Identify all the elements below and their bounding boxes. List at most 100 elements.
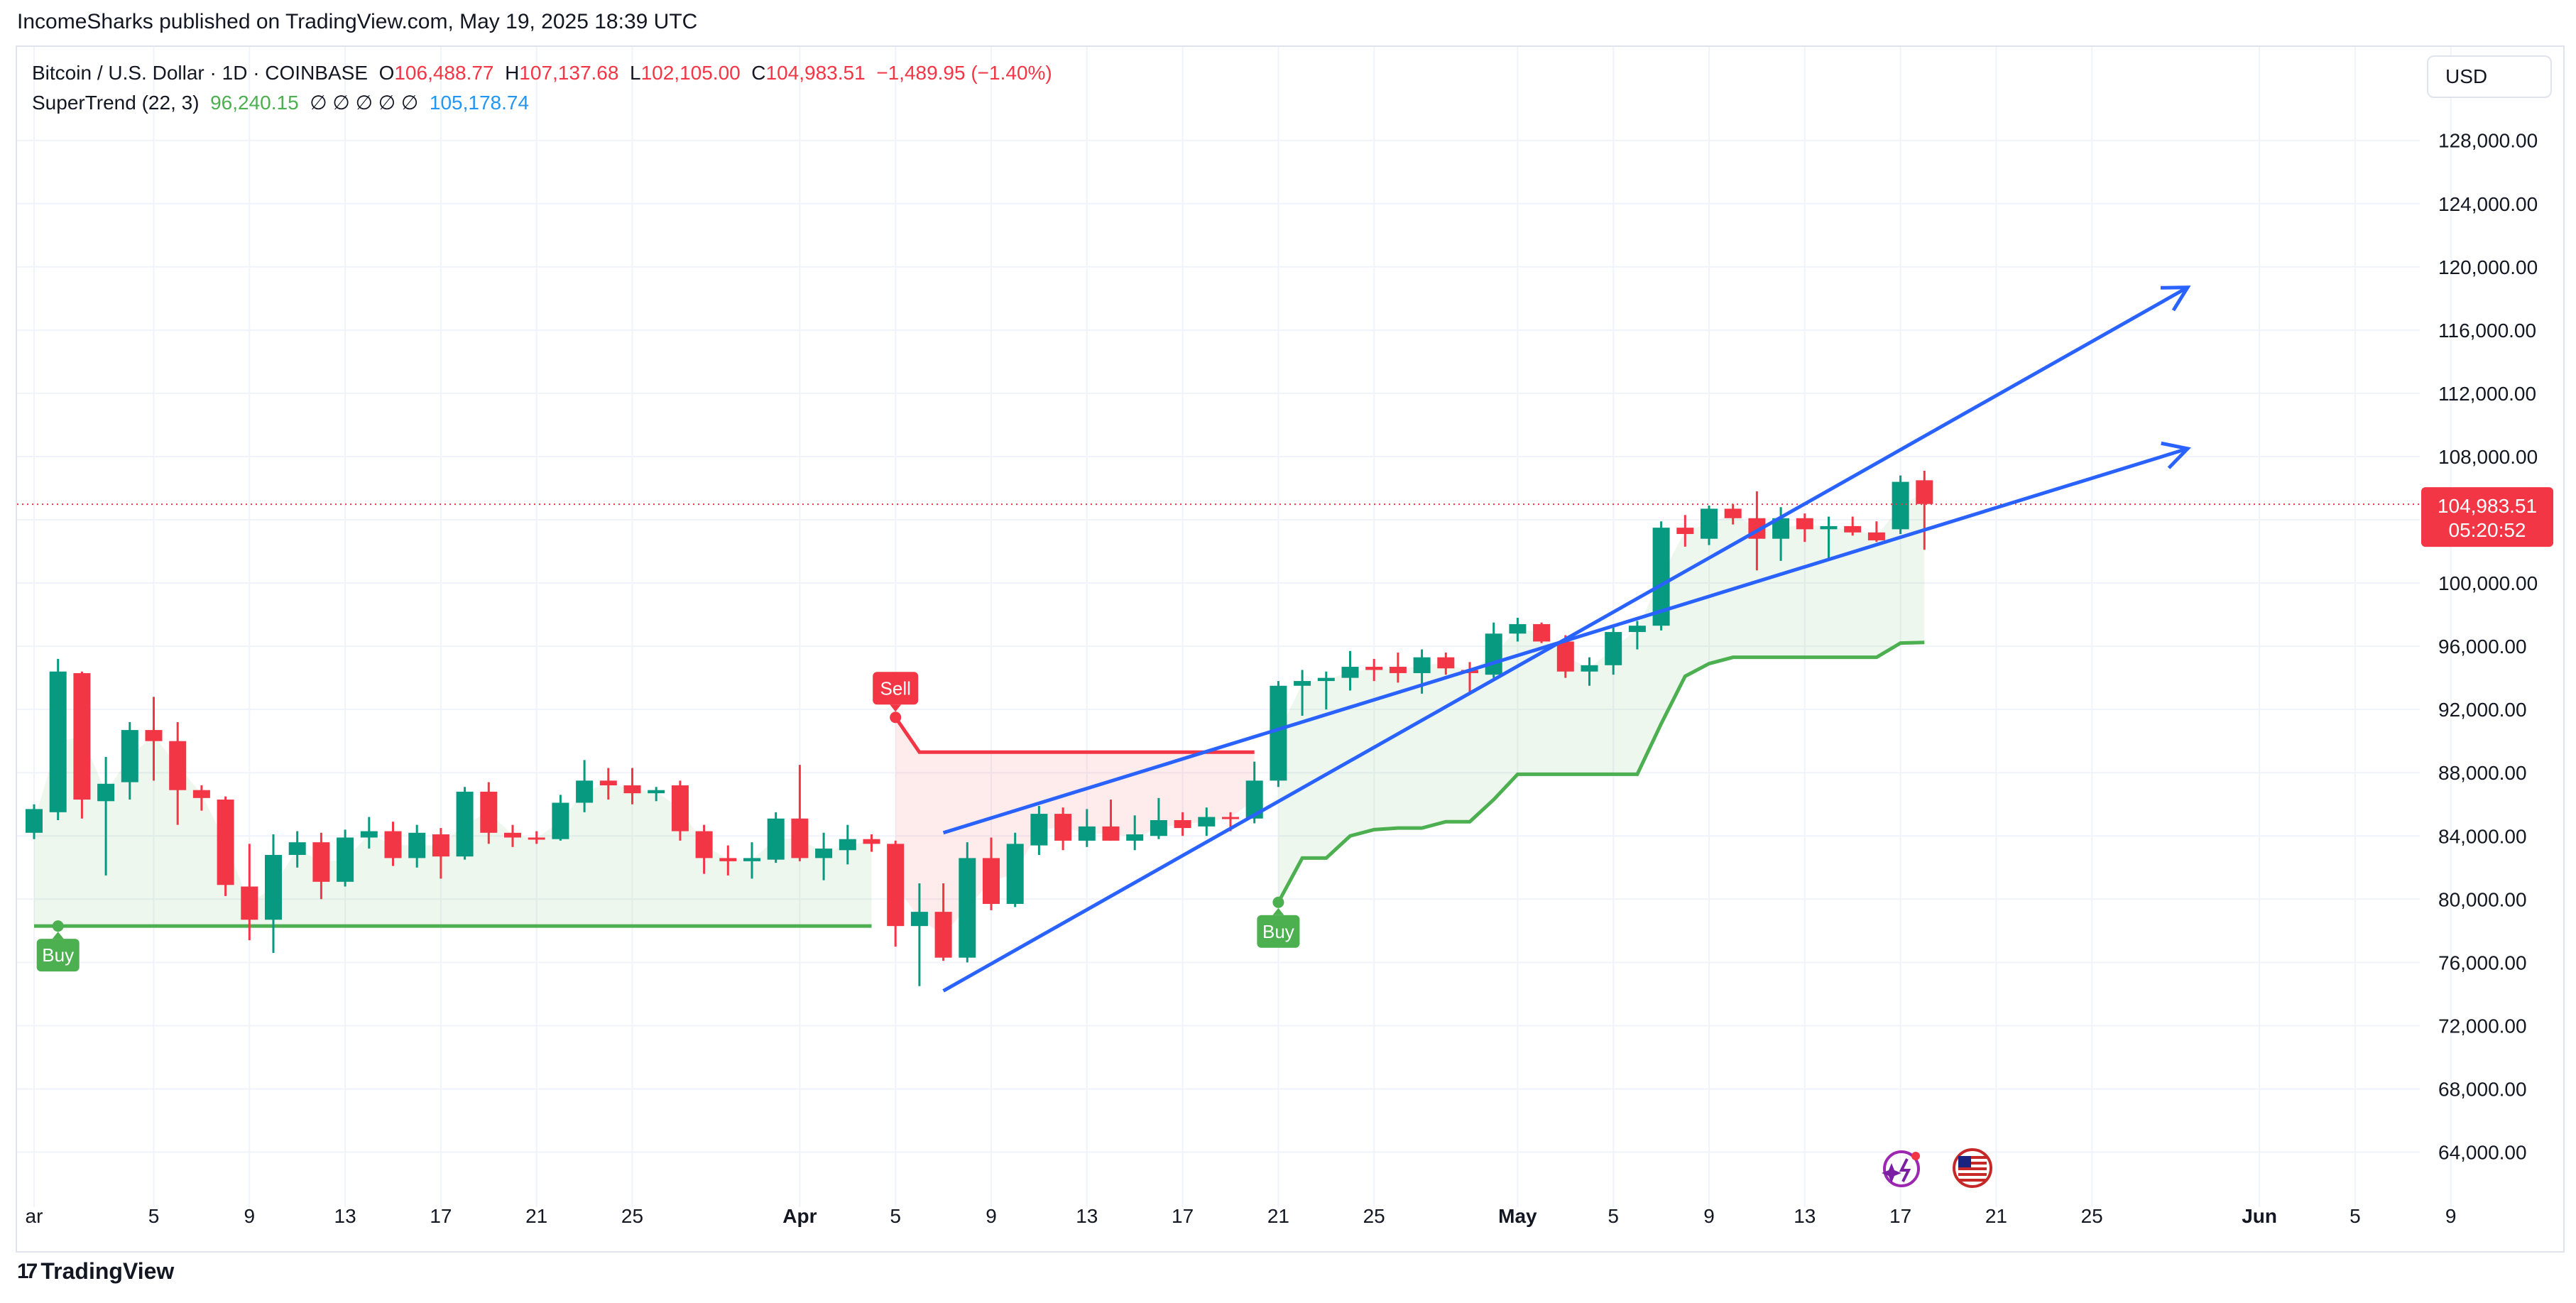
- flag-stripe: [1958, 1179, 1987, 1182]
- candle-body: [97, 783, 115, 802]
- price-tick-label: 96,000.00: [2438, 636, 2527, 658]
- indicator-legend[interactable]: SuperTrend (22, 3) 96,240.15 ∅ ∅ ∅ ∅ ∅ 1…: [32, 91, 529, 114]
- price-tick-label: 88,000.00: [2438, 762, 2527, 784]
- candle-body: [312, 842, 330, 882]
- candle: [1030, 805, 1048, 855]
- candle-body: [1222, 817, 1239, 819]
- candle-body: [743, 858, 760, 861]
- tradingview-logo[interactable]: 17 TradingView: [17, 1258, 174, 1285]
- candle-body: [1126, 834, 1144, 841]
- candle: [815, 832, 833, 881]
- ohlc-legend[interactable]: Bitcoin / U.S. Dollar · 1D · COINBASE O1…: [32, 62, 1052, 84]
- close-label: C: [751, 62, 766, 84]
- candle: [1317, 671, 1335, 710]
- indicator-value-2: 105,178.74: [429, 92, 530, 114]
- candle-body: [432, 834, 449, 857]
- candle-body: [1102, 826, 1120, 841]
- candle-body: [1389, 667, 1407, 673]
- candle-body: [767, 818, 785, 860]
- candle: [1126, 815, 1144, 851]
- price-tick-label: 76,000.00: [2438, 952, 2527, 974]
- close-value: 104,983.51: [765, 62, 866, 84]
- signal-badge: [36, 939, 80, 972]
- candle: [1102, 800, 1120, 841]
- time-tick-label: 17: [1889, 1205, 1911, 1227]
- time-tick-label: 25: [2081, 1205, 2103, 1227]
- price-tick-label: 64,000.00: [2438, 1142, 2527, 1164]
- time-tick-label: 13: [1794, 1205, 1816, 1227]
- candle: [599, 768, 617, 800]
- signal-label: Sell: [880, 677, 911, 699]
- candle: [480, 782, 498, 844]
- price-tick-label: 84,000.00: [2438, 825, 2527, 847]
- price-tick-label: 80,000.00: [2438, 888, 2527, 910]
- grid: [17, 47, 2452, 1207]
- sell-signal: Sell: [873, 672, 919, 724]
- candle: [1389, 653, 1407, 683]
- price-tick-label: 100,000.00: [2438, 572, 2538, 594]
- candle: [1294, 670, 1311, 716]
- time-tick-label: May: [1498, 1205, 1537, 1227]
- currency-button[interactable]: USD: [2427, 55, 2552, 98]
- time-tick-label: Jun: [2242, 1205, 2277, 1227]
- candle-body: [1796, 518, 1813, 530]
- candle-body: [169, 741, 187, 790]
- candle-body: [1437, 657, 1455, 669]
- candle: [983, 837, 1000, 910]
- time-tick-label: 13: [1076, 1205, 1098, 1227]
- candle-body: [648, 790, 665, 794]
- candle-body: [26, 809, 43, 833]
- high-label: H: [505, 62, 520, 84]
- candle-body: [623, 785, 641, 794]
- badge-pointer: [890, 704, 902, 712]
- candle: [265, 834, 282, 953]
- sparkle-icon: [1882, 1150, 1920, 1187]
- candle: [1485, 622, 1502, 678]
- candle: [1820, 516, 1838, 561]
- candle: [863, 834, 880, 852]
- candle-body: [1006, 844, 1024, 904]
- candle: [743, 842, 760, 879]
- candle-body: [695, 831, 713, 858]
- symbol-title[interactable]: Bitcoin / U.S. Dollar · 1D · COINBASE: [32, 62, 369, 84]
- time-tick-label: 17: [430, 1205, 452, 1227]
- candle-body: [192, 790, 210, 798]
- signal-dot: [1272, 896, 1284, 908]
- indicator-name[interactable]: SuperTrend (22, 3): [32, 92, 200, 114]
- candle-body: [719, 858, 737, 861]
- signal-dot: [52, 920, 64, 932]
- candle-body: [528, 837, 545, 840]
- time-tick-label: 5: [148, 1205, 160, 1227]
- candle: [1867, 521, 1885, 543]
- candle: [671, 780, 689, 841]
- badge-pointer: [1272, 907, 1284, 915]
- candle: [1676, 515, 1694, 547]
- candle-body: [145, 730, 163, 741]
- candle-body: [1294, 681, 1311, 686]
- candle-body: [1270, 685, 1287, 781]
- candle-body: [1485, 633, 1502, 675]
- candle: [360, 817, 378, 849]
- candle: [217, 796, 234, 896]
- sparkle-star: [1882, 1163, 1901, 1183]
- candle-body: [73, 672, 91, 800]
- candle-body: [121, 730, 138, 783]
- time-tick-label: 21: [1267, 1205, 1289, 1227]
- candle-body: [1724, 508, 1742, 518]
- candles: [17, 470, 2420, 986]
- candle: [887, 840, 905, 947]
- buy-signal: Buy: [1257, 896, 1300, 948]
- time-tick-label: ar: [26, 1205, 43, 1227]
- candle: [73, 671, 91, 819]
- indicator-empty-values: ∅ ∅ ∅ ∅ ∅: [310, 92, 419, 114]
- published-info: IncomeSharks published on TradingView.co…: [17, 10, 698, 33]
- candle-body: [504, 832, 521, 838]
- candle-body: [1533, 623, 1551, 642]
- candle-body: [599, 780, 617, 786]
- candle: [1724, 503, 1742, 525]
- candle: [1174, 812, 1191, 836]
- candle: [623, 768, 641, 805]
- time-tick-label: 17: [1172, 1205, 1194, 1227]
- candle-body: [791, 818, 809, 858]
